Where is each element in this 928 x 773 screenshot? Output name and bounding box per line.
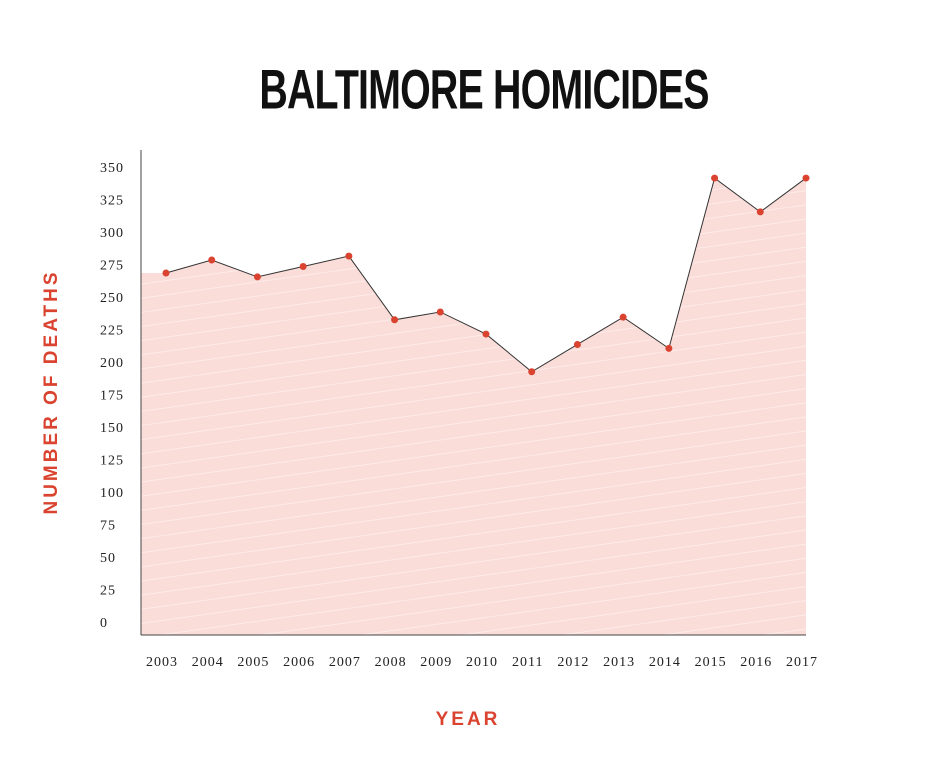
y-tick-label: 25 bbox=[100, 584, 116, 599]
y-tick-label: 125 bbox=[100, 454, 124, 469]
x-tick-label: 2009 bbox=[420, 655, 452, 670]
x-tick-label: 2005 bbox=[237, 655, 269, 670]
x-tick-label: 2010 bbox=[466, 655, 498, 670]
y-tick-label: 100 bbox=[100, 486, 124, 501]
x-tick-label: 2016 bbox=[740, 655, 772, 670]
point bbox=[482, 330, 490, 338]
y-tick-label: 0 bbox=[100, 616, 108, 631]
x-tick-label: 2007 bbox=[329, 655, 361, 670]
x-tick-label: 2004 bbox=[192, 655, 224, 670]
y-tick-label: 250 bbox=[100, 291, 124, 306]
point bbox=[665, 344, 673, 352]
y-tick-label: 325 bbox=[100, 194, 124, 209]
x-tick-label: 2006 bbox=[283, 655, 315, 670]
x-tick-label: 2008 bbox=[375, 655, 407, 670]
x-tick-label: 2015 bbox=[695, 655, 727, 670]
y-axis-label: NUMBER OF DEATHS bbox=[41, 269, 62, 514]
point bbox=[299, 262, 307, 270]
point bbox=[802, 174, 810, 182]
x-axis-label: YEAR bbox=[436, 709, 501, 730]
point bbox=[162, 269, 170, 277]
point bbox=[619, 313, 627, 321]
x-tick-label: 2014 bbox=[649, 655, 681, 670]
y-tick-label: 50 bbox=[100, 551, 116, 566]
point bbox=[436, 308, 444, 316]
y-tick-label: 75 bbox=[100, 519, 116, 534]
y-tick-label: 150 bbox=[100, 421, 124, 436]
y-tick-label: 225 bbox=[100, 324, 124, 339]
point bbox=[208, 256, 216, 264]
point bbox=[391, 316, 399, 324]
x-tick-label: 2011 bbox=[512, 655, 543, 670]
x-tick-label: 2017 bbox=[786, 655, 818, 670]
point bbox=[711, 174, 719, 182]
x-tick-label: 2013 bbox=[603, 655, 635, 670]
point bbox=[528, 368, 536, 376]
x-tick-label: 2003 bbox=[146, 655, 178, 670]
chart-title: BALTIMORE HOMICIDES bbox=[259, 60, 708, 121]
point bbox=[253, 273, 261, 281]
y-tick-label: 350 bbox=[100, 161, 124, 176]
y-tick-label: 175 bbox=[100, 389, 124, 404]
x-tick-label: 2012 bbox=[557, 655, 589, 670]
plot-area: 0 25 50 75 100 125 150 175 200 225 250 275 300 325 350… bbox=[100, 150, 818, 670]
point bbox=[345, 252, 353, 260]
point bbox=[573, 340, 581, 348]
y-tick-label: 200 bbox=[100, 356, 124, 371]
y-tick-label: 300 bbox=[100, 226, 124, 241]
area-texture bbox=[141, 178, 806, 636]
point bbox=[756, 208, 764, 216]
y-tick-label: 275 bbox=[100, 259, 124, 274]
